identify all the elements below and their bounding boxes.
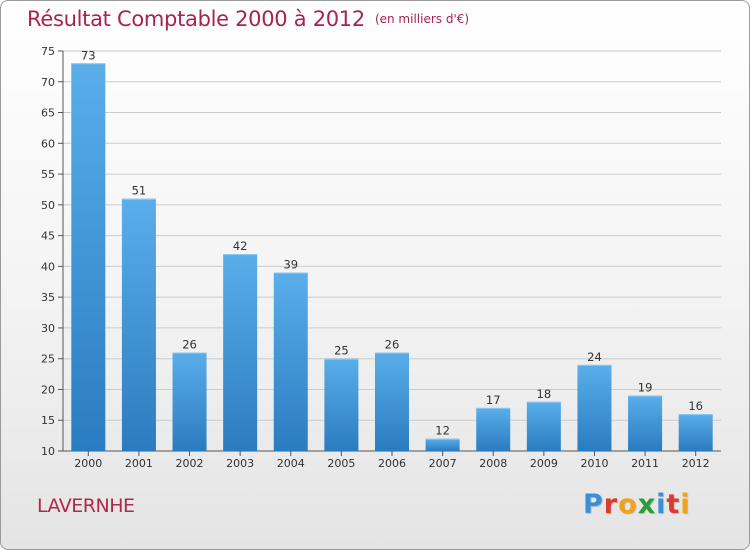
logo-letter: r	[603, 489, 619, 520]
data-label: 26	[182, 338, 197, 352]
x-tick-label: 2002	[176, 457, 204, 470]
x-tick-label: 2009	[530, 457, 558, 470]
data-label: 26	[385, 338, 400, 352]
chart-unit: (en milliers d'€)	[374, 12, 470, 26]
bar	[172, 352, 207, 451]
x-tick-label: 2000	[74, 457, 102, 470]
y-tick-label: 15	[41, 414, 55, 427]
labels: 10 15 20 25 30 35 40 45 50 55 60 65 70 75 73 2000 51 2001…	[41, 45, 710, 470]
bar	[273, 272, 308, 451]
bar	[628, 395, 663, 451]
data-label: 17	[486, 393, 501, 407]
place-name: LAVERNHE	[37, 495, 135, 517]
data-label: 16	[688, 399, 703, 413]
logo-letter: o	[618, 489, 638, 520]
y-tick-label: 35	[41, 291, 55, 304]
x-tick-label: 2003	[226, 457, 254, 470]
x-tick-label: 2006	[378, 457, 406, 470]
chart-title-text: Résultat Comptable 2000 à 2012	[27, 7, 365, 31]
y-tick-label: 30	[41, 322, 55, 335]
x-tick-label: 2004	[277, 457, 305, 470]
logo-letter: P	[583, 489, 604, 520]
logo-letter: t	[666, 489, 681, 520]
data-label: 39	[283, 258, 298, 272]
data-label: 24	[587, 350, 602, 364]
y-tick-label: 10	[41, 445, 55, 458]
logo-letter: x	[637, 489, 657, 520]
bar	[223, 254, 258, 451]
data-label: 12	[435, 424, 450, 438]
proxiti-logo: Proxiti	[583, 489, 691, 520]
x-tick-label: 2007	[429, 457, 457, 470]
bar	[678, 414, 713, 451]
data-label: 42	[233, 239, 248, 253]
bar	[476, 407, 511, 451]
y-tick-label: 75	[41, 45, 55, 58]
chart-title: Résultat Comptable 2000 à 2012 (en millie…	[27, 7, 469, 31]
x-tick-label: 2008	[479, 457, 507, 470]
data-label: 18	[537, 387, 552, 401]
logo-letter: i	[656, 489, 667, 520]
y-tick-label: 55	[41, 168, 55, 181]
bar	[526, 401, 561, 451]
bar	[425, 438, 460, 451]
y-tick-label: 45	[41, 230, 55, 243]
data-label: 25	[334, 344, 349, 358]
bar	[121, 198, 156, 451]
data-label: 73	[81, 48, 96, 62]
logo-letter: i	[680, 489, 691, 520]
x-tick-label: 2012	[682, 457, 710, 470]
bar	[375, 352, 409, 451]
bar	[577, 364, 612, 451]
x-tick-label: 2001	[125, 457, 153, 470]
x-tick-label: 2005	[327, 457, 355, 470]
bars	[71, 63, 713, 452]
data-label: 51	[132, 184, 147, 198]
bar	[71, 63, 106, 452]
y-tick-label: 25	[41, 353, 55, 366]
y-tick-label: 50	[41, 199, 55, 212]
y-tick-label: 40	[41, 260, 55, 273]
x-tick-label: 2011	[631, 457, 659, 470]
x-tick-label: 2010	[580, 457, 608, 470]
y-tick-label: 60	[41, 137, 55, 150]
y-tick-label: 70	[41, 76, 55, 89]
data-label: 19	[638, 381, 653, 395]
y-tick-label: 65	[41, 107, 55, 120]
y-tick-label: 20	[41, 383, 55, 396]
bar	[324, 358, 359, 451]
